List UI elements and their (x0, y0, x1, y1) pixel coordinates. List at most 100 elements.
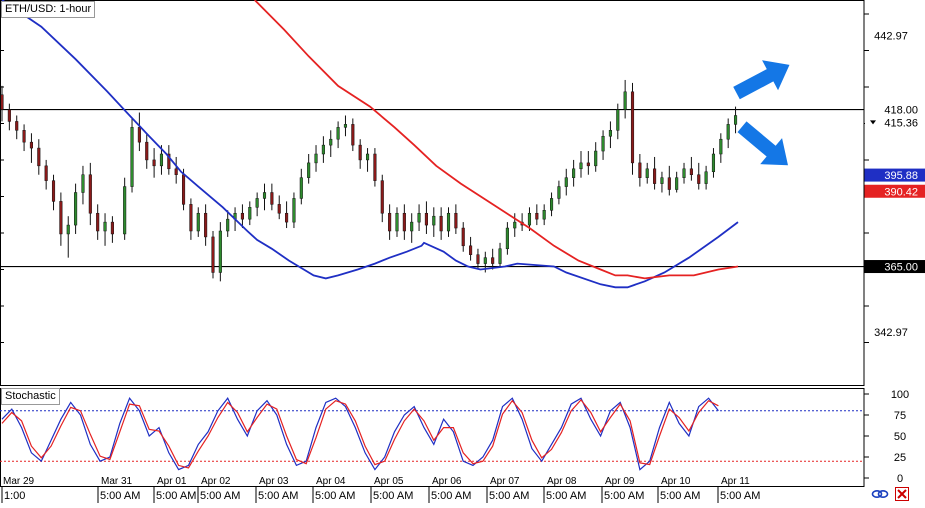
candle-body (196, 212, 200, 232)
candle-body (505, 227, 509, 250)
price-tick-label: 342.97 (874, 327, 908, 339)
candle-body (675, 177, 679, 190)
moving-average-red (254, 0, 739, 280)
candle-body (285, 212, 289, 223)
candle-body (527, 212, 532, 226)
time-label: 5:00 AM (156, 490, 196, 502)
date-label: Apr 02 (201, 476, 231, 487)
candle-body (81, 174, 85, 193)
candle-body (682, 168, 686, 178)
candle-body (417, 212, 421, 223)
candle-body (299, 177, 303, 199)
current-price-marker-icon (870, 120, 876, 125)
date-label: Apr 09 (605, 476, 635, 487)
candle-body (240, 212, 244, 220)
candle-body (594, 150, 598, 167)
candle-body (653, 168, 657, 184)
candle-body (181, 174, 186, 205)
candle-body (22, 130, 26, 143)
time-label: 5:00 AM (604, 490, 644, 502)
date-label: Apr 04 (316, 476, 346, 487)
candle-body (461, 227, 465, 247)
arrow-down-icon-shape (737, 121, 788, 166)
date-label: Apr 05 (374, 476, 404, 487)
candle-body (343, 124, 348, 128)
price-label: 395.88 (884, 170, 918, 182)
candle-body (270, 192, 274, 205)
candle-body (542, 210, 546, 220)
stochastic-line-blue (1, 396, 719, 471)
candle-body (37, 147, 41, 167)
candle-body (498, 248, 502, 264)
candle-body (424, 212, 428, 226)
stochastic-title: Stochastic (1, 388, 60, 405)
candle-body (292, 198, 296, 223)
price-label: 418.00 (884, 105, 918, 117)
candle-body (277, 204, 281, 214)
close-icon[interactable] (895, 487, 909, 501)
date-label: Apr 11 (721, 476, 750, 487)
price-label-box (865, 103, 925, 116)
candle-body (130, 127, 134, 187)
candle-body (7, 109, 11, 122)
candle-body (623, 91, 627, 110)
candle-body (733, 115, 738, 125)
date-label: Apr 03 (259, 476, 289, 487)
candle-body (262, 192, 267, 199)
candle-body (226, 218, 230, 232)
candle-body (110, 221, 114, 235)
stochastic-line-red (1, 398, 719, 469)
candle-body (402, 212, 406, 232)
candle-body (388, 212, 392, 232)
candle-body (314, 153, 318, 164)
candle-body (211, 236, 215, 273)
candle-body (454, 212, 458, 229)
price-label-box (864, 184, 925, 198)
price-label-box (865, 116, 925, 129)
candle-body (167, 153, 171, 170)
candle-body (564, 177, 568, 187)
candle-body (15, 121, 19, 131)
time-label: 5:00 AM (315, 490, 355, 502)
candle-body (248, 207, 252, 220)
candle-body (432, 215, 436, 226)
date-label: Mar 31 (101, 476, 133, 487)
candle-body (358, 144, 362, 161)
candle-body (535, 212, 539, 220)
candle-body (586, 162, 590, 167)
time-label: 5:00 AM (200, 490, 240, 502)
candle-body (719, 138, 723, 155)
stochastic-tick-label: 100 (891, 389, 909, 401)
price-label: 390.42 (884, 186, 918, 198)
candle-body (557, 186, 561, 199)
link-icon[interactable] (871, 487, 889, 501)
candle-body (616, 109, 620, 131)
candle-body (321, 144, 325, 155)
moving-average-blue (1, 0, 739, 289)
candle-body (373, 153, 377, 181)
candle-body (726, 124, 730, 140)
candle-body (608, 130, 612, 137)
date-label: Mar 29 (3, 476, 35, 487)
arrow-up-icon-shape (733, 60, 790, 100)
date-label: Apr 01 (157, 476, 187, 487)
candle-body (51, 180, 56, 202)
candle-body (351, 124, 355, 146)
candle-body (704, 171, 708, 184)
price-label-box (864, 260, 925, 274)
price-label: 415.36 (884, 117, 918, 129)
stochastic-tick-label: 0 (897, 473, 903, 485)
candle-body (103, 221, 107, 232)
candle-body (189, 204, 193, 232)
candle-body (152, 159, 156, 167)
candle-body (572, 168, 576, 178)
price-tick-label: 442.97 (874, 31, 908, 43)
time-label: 5:00 AM (373, 490, 413, 502)
candle-body (137, 127, 141, 143)
time-label: 5:00 AM (489, 490, 529, 502)
candle-body (667, 177, 671, 190)
candle-body (469, 245, 473, 255)
stochastic-tick-label: 50 (894, 431, 906, 443)
candle-body (174, 168, 178, 175)
